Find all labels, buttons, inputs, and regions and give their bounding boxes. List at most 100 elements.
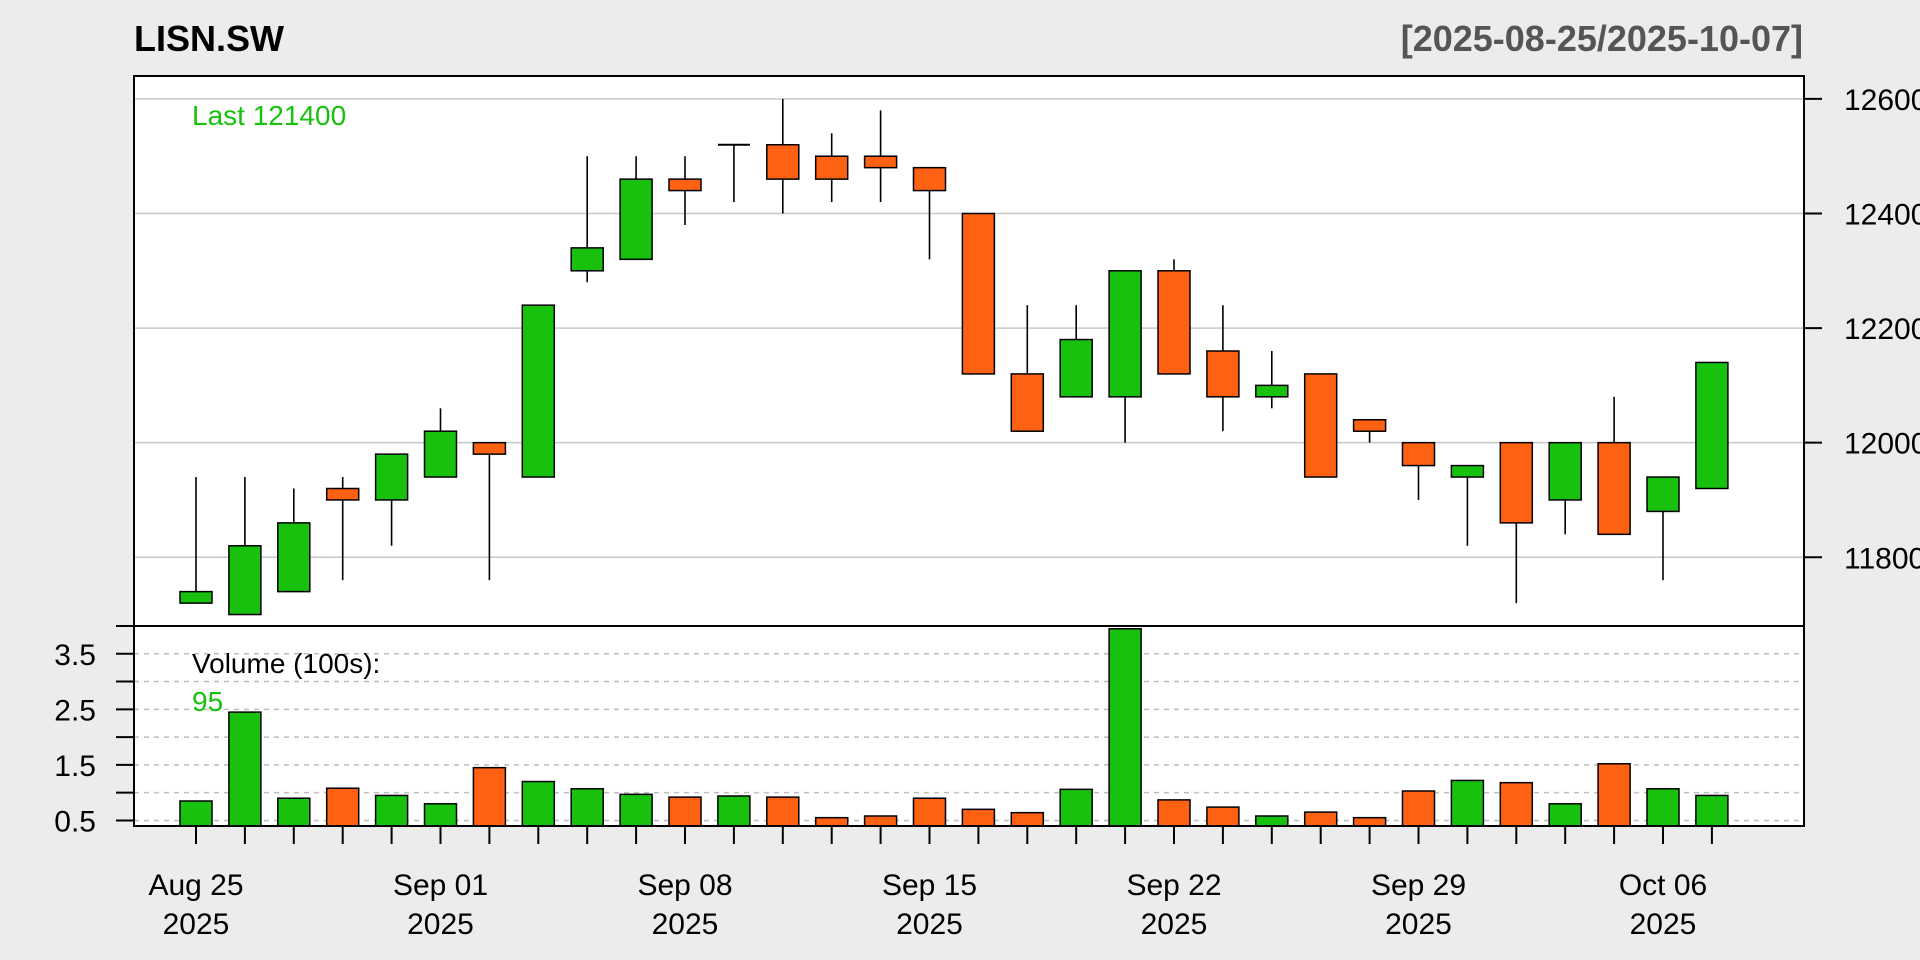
- volume-bar: [1206, 806, 1240, 827]
- price-tick-label: 11800: [1844, 542, 1920, 575]
- volume-bar: [179, 800, 213, 827]
- candle-body: [766, 144, 800, 180]
- price-candles: [179, 98, 1729, 616]
- candle: [228, 477, 262, 616]
- volume-panel-frame: [133, 625, 1805, 827]
- candle-body: [1010, 373, 1045, 432]
- date-range: [2025-08-25/2025-10-07]: [1401, 18, 1803, 59]
- candle-body: [1401, 441, 1436, 467]
- volume-bar: [1303, 811, 1338, 827]
- volume-bar: [961, 808, 996, 827]
- candle-body: [1548, 441, 1582, 501]
- candle: [570, 156, 604, 283]
- volume-last-value: 95: [192, 686, 223, 717]
- candle-body: [1597, 441, 1631, 536]
- date-label: Aug 25: [148, 869, 243, 902]
- volume-bar: [423, 803, 458, 827]
- candle-body: [325, 487, 360, 501]
- candle-body: [570, 247, 604, 272]
- candle-body: [863, 155, 898, 169]
- candle: [1157, 259, 1191, 375]
- volume-bar: [717, 795, 751, 827]
- candle-body: [1646, 476, 1680, 513]
- date-year-label: 2025: [896, 908, 963, 941]
- volume-bar: [766, 796, 800, 827]
- volume-tick-label: 3.5: [54, 639, 96, 672]
- candle: [1352, 419, 1387, 443]
- date-year-label: 2025: [652, 908, 719, 941]
- date-label: Oct 06: [1619, 869, 1707, 902]
- volume-bar: [863, 815, 898, 827]
- volume-bar: [277, 797, 311, 827]
- volume-bars: [179, 628, 1729, 827]
- volume-bar: [570, 788, 604, 827]
- volume-bar: [668, 796, 702, 827]
- candle: [1695, 361, 1729, 490]
- volume-bar: [1499, 781, 1534, 827]
- candle-body: [1499, 441, 1534, 524]
- candle: [1401, 441, 1436, 500]
- candle-body: [619, 178, 653, 261]
- volume-bar: [1450, 779, 1485, 827]
- volume-bar: [521, 780, 556, 827]
- candle-body: [521, 304, 556, 478]
- date-year-label: 2025: [1141, 908, 1208, 941]
- candle-body: [472, 441, 507, 455]
- candle: [814, 133, 849, 203]
- volume-bar: [1548, 803, 1582, 827]
- candle: [766, 98, 800, 214]
- volume-bar: [1646, 788, 1680, 827]
- date-year-label: 2025: [1630, 908, 1697, 941]
- candle-body: [179, 590, 213, 604]
- candle: [668, 156, 702, 225]
- date-label: Sep 15: [882, 869, 977, 902]
- price-tick-label: 12000: [1844, 428, 1920, 461]
- date-label: Sep 22: [1126, 869, 1221, 902]
- date-label: Sep 08: [637, 869, 732, 902]
- candle: [521, 304, 556, 478]
- volume-bar: [374, 794, 409, 827]
- volume-bar: [814, 816, 849, 827]
- candle: [1499, 441, 1534, 604]
- candle: [1108, 270, 1142, 443]
- candle: [619, 156, 653, 261]
- volume-bar: [1401, 790, 1436, 827]
- volume-tick-label: 1.5: [54, 750, 96, 783]
- volume-bar: [619, 793, 653, 827]
- candle-body: [814, 155, 849, 180]
- candle-body: [912, 166, 947, 192]
- date-year-label: 2025: [1385, 908, 1452, 941]
- volume-bar: [1010, 811, 1045, 827]
- volume-bar: [1352, 816, 1387, 827]
- price-tick-label: 12200: [1844, 313, 1920, 346]
- last-price-label: Last 121400: [192, 100, 346, 131]
- price-tick-label: 12400: [1844, 199, 1920, 232]
- candle: [325, 477, 360, 581]
- candle-body: [1303, 373, 1338, 478]
- candle-body: [1059, 338, 1093, 398]
- candle-body: [277, 522, 311, 593]
- chart-title: LISN.SW: [134, 18, 284, 59]
- candle-body: [961, 212, 996, 375]
- volume-bar: [912, 797, 947, 827]
- volume-tick-label: 2.5: [54, 694, 96, 727]
- candle: [423, 408, 458, 478]
- candle: [961, 212, 996, 375]
- candle-body: [1352, 419, 1387, 432]
- candle-body: [1157, 270, 1191, 375]
- candle-body: [1108, 270, 1142, 398]
- candle: [1303, 373, 1338, 478]
- candle: [912, 166, 947, 260]
- volume-bar: [1695, 794, 1729, 827]
- volume-bar: [1597, 763, 1631, 827]
- candle: [1206, 305, 1240, 432]
- volume-bar: [1255, 815, 1289, 827]
- volume-label: Volume (100s):: [192, 648, 380, 679]
- candle: [179, 477, 213, 604]
- date-year-label: 2025: [163, 908, 230, 941]
- candle: [472, 441, 507, 581]
- candle: [1059, 305, 1093, 398]
- date-year-label: 2025: [407, 908, 474, 941]
- candle: [717, 143, 750, 203]
